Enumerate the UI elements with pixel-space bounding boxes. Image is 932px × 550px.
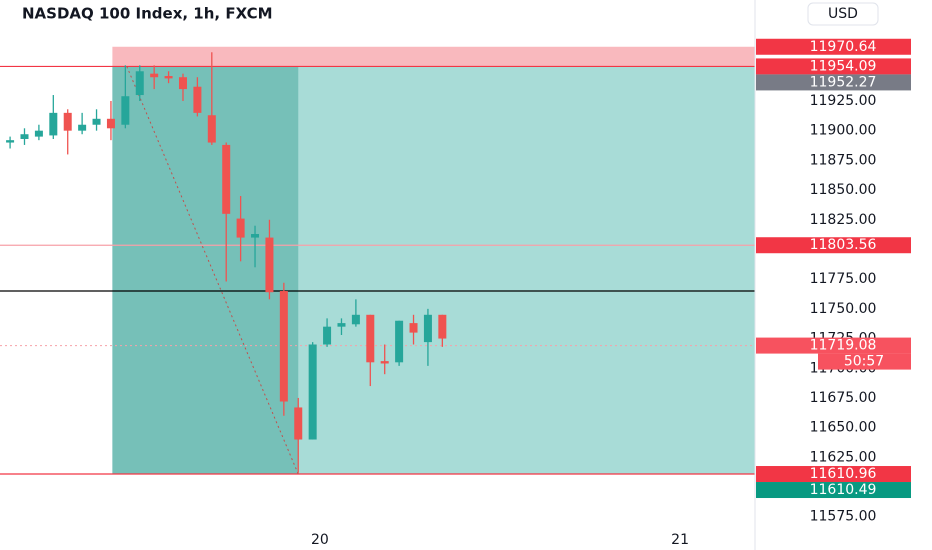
y-tick-label: 11575.00 [810,509,877,525]
candle-body [323,326,332,345]
currency-label: USD [828,6,858,22]
candle-body [121,96,130,125]
price-badge [756,74,911,91]
y-tick-label: 11900.00 [810,123,877,139]
candle-body [164,76,173,79]
candle-body [294,407,303,440]
countdown-label: 50:57 [844,354,884,370]
price-badge-label: 11803.56 [810,237,877,253]
trade-path [126,66,299,475]
chart-title: NASDAQ 100 Index, 1h, FXCM [22,5,273,23]
y-tick-label: 11625.00 [810,449,877,465]
candle-body [106,118,115,129]
candle-body [34,130,43,137]
x-tick-label: 20 [311,532,329,548]
candle-body [395,320,404,363]
candle-body [63,112,72,131]
countdown-badge [818,353,911,370]
candle-body [193,86,202,113]
candle-body [6,140,15,143]
y-tick-label: 11925.00 [810,93,877,109]
stop-zone [112,46,755,67]
price-badge [756,482,911,499]
candle-body [279,291,288,402]
candle-body [351,314,360,325]
y-tick-label: 11675.00 [810,390,877,406]
candle-body [251,234,260,238]
price-badge [756,237,911,254]
candle-body [135,71,144,96]
candle-body [78,124,87,131]
candle-body [423,314,432,343]
candle-body [178,77,187,90]
candle-body [92,118,101,125]
y-tick-label: 11775.00 [810,271,877,287]
y-tick-label: 11650.00 [810,420,877,436]
candle-body [366,314,375,363]
price-badge [756,38,911,55]
y-tick-label: 11850.00 [810,182,877,198]
candle-body [150,73,159,78]
price-badge [756,337,911,354]
y-tick-label: 11875.00 [810,152,877,168]
x-tick-label: 21 [671,532,689,548]
price-badge-label: 11610.96 [810,466,877,482]
price-badge-label: 11952.27 [810,74,877,90]
candle-body [409,323,418,333]
candle-body [222,144,231,214]
candle-body [337,323,346,327]
candle-body [236,218,245,238]
candle-body [438,314,447,339]
y-tick-label: 11750.00 [810,301,877,317]
candle-body [207,115,216,143]
candle-body [380,361,389,364]
y-tick-label: 11825.00 [810,212,877,228]
currency-button[interactable] [807,2,879,26]
price-badge-label: 11610.49 [810,482,877,498]
price-badge [756,466,911,483]
candle-body [265,237,274,293]
candle-body [49,112,58,136]
price-badge [756,58,911,75]
candle-body [20,134,29,139]
candle-body [308,344,317,440]
price-badge-label: 11970.64 [810,39,877,55]
price-badge-label: 11954.09 [810,58,877,74]
price-badge-label: 11719.08 [810,338,877,354]
